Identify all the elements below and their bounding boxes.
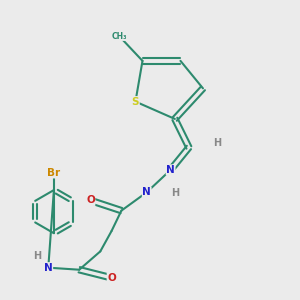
Text: O: O [107,273,116,283]
Text: N: N [166,165,175,175]
Text: N: N [142,187,151,197]
Text: H: H [213,138,221,148]
Text: H: H [33,251,41,262]
Text: N: N [44,263,53,273]
Text: Br: Br [47,168,61,178]
Text: O: O [86,195,95,206]
Text: CH₃: CH₃ [111,32,127,40]
Text: S: S [132,97,139,106]
Text: H: H [171,188,179,198]
